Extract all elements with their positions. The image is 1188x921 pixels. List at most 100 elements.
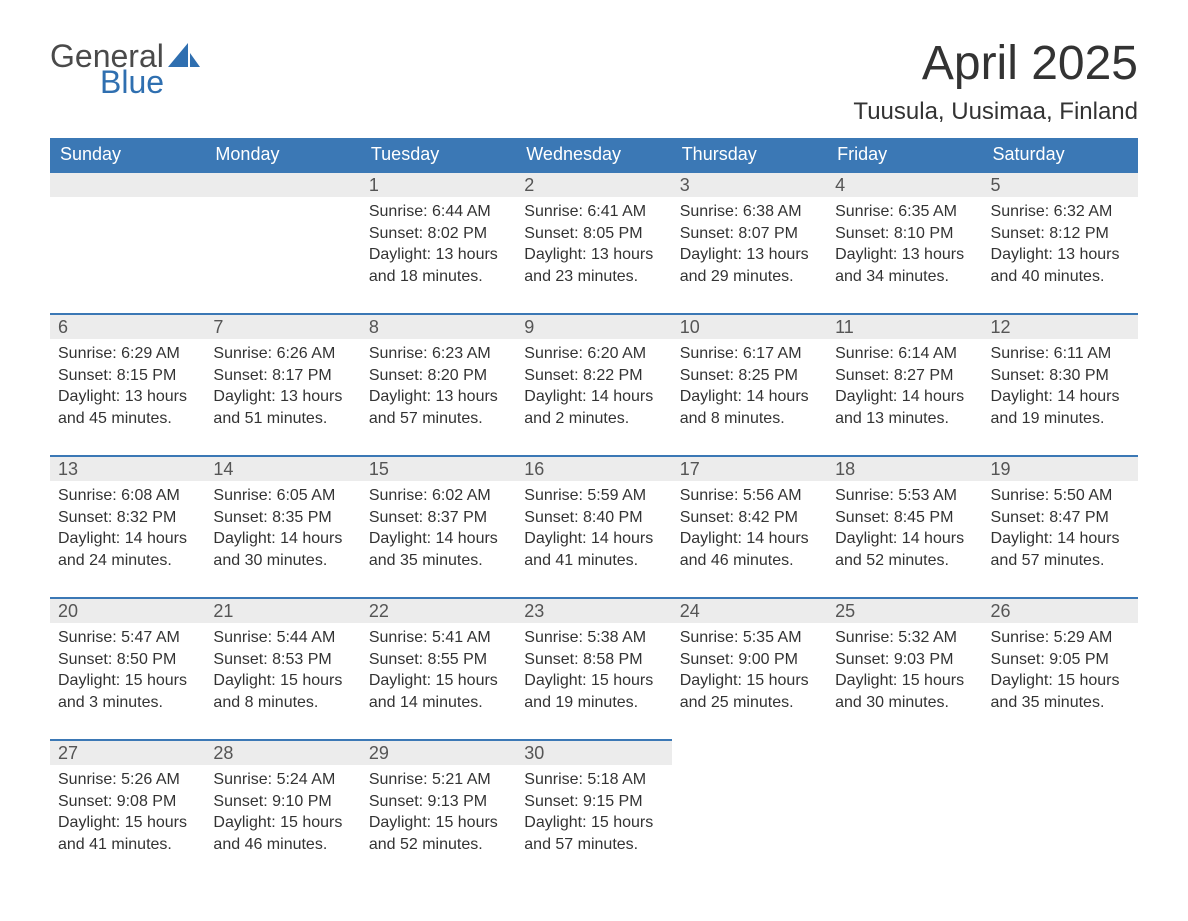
calendar-cell	[827, 739, 982, 881]
day-number: 22	[361, 597, 516, 623]
calendar-cell: 11Sunrise: 6:14 AMSunset: 8:27 PMDayligh…	[827, 313, 982, 455]
day-number: 20	[50, 597, 205, 623]
daylight-line: Daylight: 13 hours and 51 minutes.	[213, 386, 352, 429]
sunset-line: Sunset: 8:35 PM	[213, 507, 352, 529]
month-title: April 2025	[853, 40, 1138, 88]
day-number: 29	[361, 739, 516, 765]
sunrise-line: Sunrise: 6:35 AM	[835, 201, 974, 223]
day-details: Sunrise: 5:47 AMSunset: 8:50 PMDaylight:…	[50, 623, 205, 731]
weekday-row: SundayMondayTuesdayWednesdayThursdayFrid…	[50, 138, 1138, 171]
daylight-line: Daylight: 15 hours and 25 minutes.	[680, 670, 819, 713]
title-block: April 2025 Tuusula, Uusimaa, Finland	[853, 40, 1138, 126]
day-details: Sunrise: 6:26 AMSunset: 8:17 PMDaylight:…	[205, 339, 360, 447]
sunset-line: Sunset: 8:17 PM	[213, 365, 352, 387]
daylight-line: Daylight: 14 hours and 57 minutes.	[991, 528, 1130, 571]
empty-day-header	[205, 171, 360, 197]
sunrise-line: Sunrise: 5:56 AM	[680, 485, 819, 507]
empty-day-body	[50, 197, 205, 219]
daylight-line: Daylight: 14 hours and 35 minutes.	[369, 528, 508, 571]
sunset-line: Sunset: 8:12 PM	[991, 223, 1130, 245]
daylight-line: Daylight: 13 hours and 57 minutes.	[369, 386, 508, 429]
day-number: 3	[672, 171, 827, 197]
calendar-cell: 27Sunrise: 5:26 AMSunset: 9:08 PMDayligh…	[50, 739, 205, 881]
day-details: Sunrise: 6:23 AMSunset: 8:20 PMDaylight:…	[361, 339, 516, 447]
calendar-cell	[205, 171, 360, 313]
day-details: Sunrise: 5:59 AMSunset: 8:40 PMDaylight:…	[516, 481, 671, 589]
day-number: 30	[516, 739, 671, 765]
day-number: 14	[205, 455, 360, 481]
sunrise-line: Sunrise: 5:35 AM	[680, 627, 819, 649]
daylight-line: Daylight: 13 hours and 18 minutes.	[369, 244, 508, 287]
sunset-line: Sunset: 9:05 PM	[991, 649, 1130, 671]
sunrise-line: Sunrise: 5:21 AM	[369, 769, 508, 791]
daylight-line: Daylight: 14 hours and 46 minutes.	[680, 528, 819, 571]
calendar-cell	[672, 739, 827, 881]
sunset-line: Sunset: 8:58 PM	[524, 649, 663, 671]
weekday-header: Saturday	[983, 138, 1138, 171]
calendar-cell: 7Sunrise: 6:26 AMSunset: 8:17 PMDaylight…	[205, 313, 360, 455]
calendar-cell: 19Sunrise: 5:50 AMSunset: 8:47 PMDayligh…	[983, 455, 1138, 597]
day-details: Sunrise: 5:44 AMSunset: 8:53 PMDaylight:…	[205, 623, 360, 731]
day-number: 2	[516, 171, 671, 197]
sunrise-line: Sunrise: 5:50 AM	[991, 485, 1130, 507]
day-number: 6	[50, 313, 205, 339]
day-number: 21	[205, 597, 360, 623]
day-details: Sunrise: 6:17 AMSunset: 8:25 PMDaylight:…	[672, 339, 827, 447]
sunset-line: Sunset: 8:47 PM	[991, 507, 1130, 529]
sunrise-line: Sunrise: 6:14 AM	[835, 343, 974, 365]
calendar-week: 13Sunrise: 6:08 AMSunset: 8:32 PMDayligh…	[50, 455, 1138, 597]
calendar-cell: 9Sunrise: 6:20 AMSunset: 8:22 PMDaylight…	[516, 313, 671, 455]
day-details: Sunrise: 6:11 AMSunset: 8:30 PMDaylight:…	[983, 339, 1138, 447]
calendar-cell: 15Sunrise: 6:02 AMSunset: 8:37 PMDayligh…	[361, 455, 516, 597]
sunset-line: Sunset: 9:08 PM	[58, 791, 197, 813]
day-number: 15	[361, 455, 516, 481]
sunrise-line: Sunrise: 5:18 AM	[524, 769, 663, 791]
sunrise-line: Sunrise: 6:17 AM	[680, 343, 819, 365]
sunrise-line: Sunrise: 6:44 AM	[369, 201, 508, 223]
sunset-line: Sunset: 8:22 PM	[524, 365, 663, 387]
calendar-week: 6Sunrise: 6:29 AMSunset: 8:15 PMDaylight…	[50, 313, 1138, 455]
calendar-body: 1Sunrise: 6:44 AMSunset: 8:02 PMDaylight…	[50, 171, 1138, 881]
day-details: Sunrise: 6:29 AMSunset: 8:15 PMDaylight:…	[50, 339, 205, 447]
day-details: Sunrise: 5:56 AMSunset: 8:42 PMDaylight:…	[672, 481, 827, 589]
calendar-cell: 4Sunrise: 6:35 AMSunset: 8:10 PMDaylight…	[827, 171, 982, 313]
daylight-line: Daylight: 15 hours and 14 minutes.	[369, 670, 508, 713]
daylight-line: Daylight: 14 hours and 13 minutes.	[835, 386, 974, 429]
calendar-cell: 13Sunrise: 6:08 AMSunset: 8:32 PMDayligh…	[50, 455, 205, 597]
weekday-header: Friday	[827, 138, 982, 171]
sunrise-line: Sunrise: 6:20 AM	[524, 343, 663, 365]
day-number: 9	[516, 313, 671, 339]
sunrise-line: Sunrise: 5:29 AM	[991, 627, 1130, 649]
calendar-week: 1Sunrise: 6:44 AMSunset: 8:02 PMDaylight…	[50, 171, 1138, 313]
calendar-table: SundayMondayTuesdayWednesdayThursdayFrid…	[50, 138, 1138, 881]
day-details: Sunrise: 5:26 AMSunset: 9:08 PMDaylight:…	[50, 765, 205, 873]
calendar-cell: 5Sunrise: 6:32 AMSunset: 8:12 PMDaylight…	[983, 171, 1138, 313]
sunrise-line: Sunrise: 6:08 AM	[58, 485, 197, 507]
calendar-cell: 22Sunrise: 5:41 AMSunset: 8:55 PMDayligh…	[361, 597, 516, 739]
sunset-line: Sunset: 9:10 PM	[213, 791, 352, 813]
sunrise-line: Sunrise: 6:11 AM	[991, 343, 1130, 365]
day-number: 16	[516, 455, 671, 481]
calendar-cell: 1Sunrise: 6:44 AMSunset: 8:02 PMDaylight…	[361, 171, 516, 313]
day-details: Sunrise: 5:32 AMSunset: 9:03 PMDaylight:…	[827, 623, 982, 731]
weekday-header: Thursday	[672, 138, 827, 171]
sunset-line: Sunset: 9:15 PM	[524, 791, 663, 813]
daylight-line: Daylight: 14 hours and 24 minutes.	[58, 528, 197, 571]
sunset-line: Sunset: 8:15 PM	[58, 365, 197, 387]
sunset-line: Sunset: 8:37 PM	[369, 507, 508, 529]
empty-day-body	[672, 739, 827, 761]
calendar-cell: 23Sunrise: 5:38 AMSunset: 8:58 PMDayligh…	[516, 597, 671, 739]
sunrise-line: Sunrise: 5:26 AM	[58, 769, 197, 791]
calendar-cell: 10Sunrise: 6:17 AMSunset: 8:25 PMDayligh…	[672, 313, 827, 455]
calendar-cell: 3Sunrise: 6:38 AMSunset: 8:07 PMDaylight…	[672, 171, 827, 313]
day-details: Sunrise: 6:32 AMSunset: 8:12 PMDaylight:…	[983, 197, 1138, 305]
daylight-line: Daylight: 13 hours and 34 minutes.	[835, 244, 974, 287]
day-number: 5	[983, 171, 1138, 197]
daylight-line: Daylight: 13 hours and 29 minutes.	[680, 244, 819, 287]
sunset-line: Sunset: 9:03 PM	[835, 649, 974, 671]
day-number: 27	[50, 739, 205, 765]
calendar-cell: 18Sunrise: 5:53 AMSunset: 8:45 PMDayligh…	[827, 455, 982, 597]
day-details: Sunrise: 6:20 AMSunset: 8:22 PMDaylight:…	[516, 339, 671, 447]
sunrise-line: Sunrise: 6:32 AM	[991, 201, 1130, 223]
day-number: 7	[205, 313, 360, 339]
